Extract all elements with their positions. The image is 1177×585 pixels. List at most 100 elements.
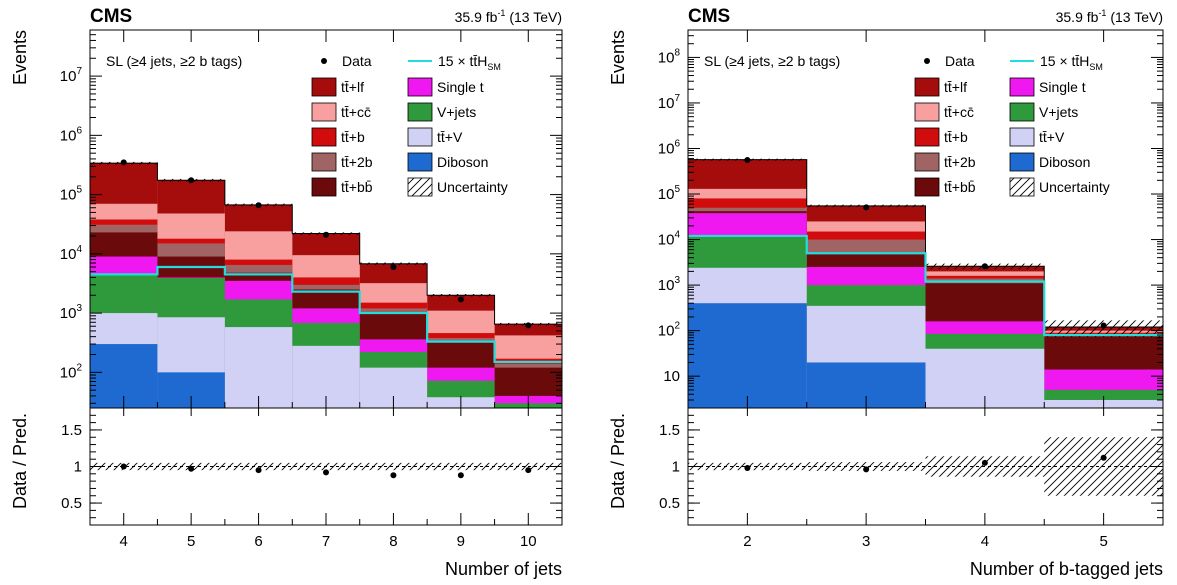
data-point <box>863 204 870 211</box>
legend-label: Single t <box>1039 79 1086 95</box>
x-tick-label: 8 <box>389 533 397 550</box>
legend-label: tt̄+bb̄ <box>944 179 976 195</box>
y-tick-label: 106 <box>60 125 83 144</box>
y-tick-label: 108 <box>658 47 681 66</box>
ratio-point <box>120 463 127 470</box>
x-tick-label: 4 <box>981 533 989 550</box>
minor-ticks <box>90 29 562 404</box>
ratio-point <box>863 466 870 473</box>
ratio-tick-label: 1 <box>74 459 82 476</box>
y-tick-label: 102 <box>60 362 83 381</box>
legend-swatch <box>407 127 433 147</box>
stack <box>688 159 1163 408</box>
jets-panel: 102 103 104 105 106 107 4 5 6 7 8 9 10 0.5 1 1.5 CMS 35.9… <box>10 6 563 579</box>
legend-swatch <box>914 77 940 97</box>
signal-line <box>688 234 1163 337</box>
legend-swatch <box>1009 77 1035 97</box>
legend-swatch <box>914 127 940 147</box>
legend-swatch <box>407 77 433 97</box>
legend-label: tt̄+V <box>1039 129 1065 145</box>
y-axis-title: Events <box>10 30 30 85</box>
legend: Data 15 × tt̄HSM tt̄+lf tt̄+cc̄ tt̄+b tt̄+2b t… <box>914 53 1110 197</box>
ratio-point <box>457 472 464 479</box>
data-point <box>744 156 751 163</box>
legend-swatch <box>311 152 337 172</box>
legend-swatch <box>311 77 337 97</box>
legend-label: tt̄+cc̄ <box>341 104 371 120</box>
legend-swatch <box>1009 152 1035 172</box>
btag-panel: 10 102 103 104 105 106 107 108 2 3 4 5 0.5 1 1.5 CMS 35.… <box>608 6 1164 579</box>
uncertainty-band <box>359 262 428 266</box>
data-point <box>390 263 397 270</box>
y-tick-label: 105 <box>60 185 83 204</box>
ratio-point <box>1100 454 1107 461</box>
x-tick-label: 2 <box>743 533 751 550</box>
legend-signal-label: 15 × tt̄HSM <box>1040 53 1103 72</box>
lumi-label: 35.9 fb-1 (13 TeV) <box>455 8 562 25</box>
x-tick-label: 7 <box>322 533 330 550</box>
ratio-uncertainty <box>359 462 428 471</box>
legend-swatch <box>1009 127 1035 147</box>
legend-label: Diboson <box>437 154 488 170</box>
ratio-axis-title: Data / Pred. <box>608 413 628 509</box>
data-point <box>323 231 329 238</box>
lumi-label: 35.9 fb-1 (13 TeV) <box>1056 8 1163 25</box>
cms-label: CMS <box>90 6 132 27</box>
legend-data-label: Data <box>945 53 975 69</box>
stack-bar <box>224 327 293 408</box>
ratio-point <box>744 464 751 471</box>
y-tick-label: 104 <box>658 230 681 249</box>
y-tick-label: 104 <box>60 244 83 263</box>
x-tick-label: 5 <box>1099 533 1107 550</box>
legend-signal-label: 15 × tt̄HSM <box>438 53 501 72</box>
signal-line <box>90 265 562 363</box>
legend-swatch <box>1009 102 1035 122</box>
data-point <box>188 177 195 184</box>
stack-bar <box>688 303 807 408</box>
legend-label: tt̄+lf <box>341 79 364 95</box>
data-point <box>120 159 127 166</box>
legend-label: Diboson <box>1039 154 1090 170</box>
x-axis-title: Number of b-tagged jets <box>970 559 1163 579</box>
x-tick-label: 9 <box>457 533 465 550</box>
category-label: SL (≥4 jets, ≥2 b tags) <box>106 53 242 69</box>
data-point <box>457 296 464 303</box>
data-point <box>981 263 988 270</box>
data-point <box>525 322 532 329</box>
legend-uncertainty-label: Uncertainty <box>1039 179 1110 195</box>
y-tick-label: 10 <box>663 368 680 385</box>
minor-ticks <box>688 29 1163 409</box>
x-tick-label: 4 <box>120 533 128 550</box>
data-point <box>1100 322 1107 329</box>
ratio-point <box>525 467 532 474</box>
stack <box>90 163 562 408</box>
legend-swatch <box>311 127 337 147</box>
ratio-tick-label: 0.5 <box>61 495 82 512</box>
x-tick-label: 5 <box>187 533 195 550</box>
legend-label: tt̄+lf <box>944 79 967 95</box>
ratio-tick-label: 1.5 <box>61 422 82 439</box>
legend-swatch <box>914 177 940 197</box>
ratio-point <box>188 465 195 472</box>
y-tick-label: 105 <box>658 184 681 203</box>
ratio-point <box>323 469 329 476</box>
data-point <box>255 202 262 209</box>
x-tick-label: 3 <box>862 533 870 550</box>
legend-data-marker <box>321 58 327 64</box>
category-label: SL (≥4 jets, ≥2 b tags) <box>704 53 840 69</box>
legend-data-label: Data <box>342 53 372 69</box>
legend-label: tt̄+b <box>341 129 365 145</box>
uncertainty-band <box>427 293 495 297</box>
y-tick-label: 103 <box>60 303 83 322</box>
x-tick-label: 10 <box>520 533 537 550</box>
y-axis-title: Events <box>608 30 628 85</box>
legend-swatch <box>311 177 337 197</box>
ratio-point <box>981 459 988 466</box>
ratio-uncertainty <box>427 462 495 471</box>
legend-label: V+jets <box>1039 104 1078 120</box>
x-tick-label: 6 <box>254 533 262 550</box>
legend-label: tt̄+b <box>944 129 968 145</box>
legend-swatch <box>311 102 337 122</box>
legend-label: tt̄+cc̄ <box>944 104 974 120</box>
